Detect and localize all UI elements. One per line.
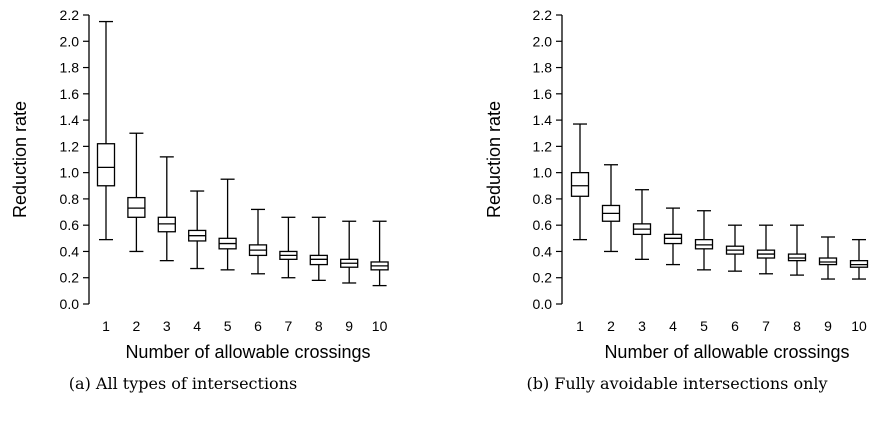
x-tick-label: 10: [372, 318, 388, 334]
subfigure-caption: (b) Fully avoidable intersections only: [526, 374, 827, 393]
box-iqr: [663, 233, 683, 245]
y-tick-label: 2.2: [533, 7, 553, 23]
y-tick-label: 1.6: [533, 86, 553, 102]
box-iqr: [157, 216, 176, 233]
y-tick-label: 2.0: [533, 33, 553, 49]
x-tick-label: 8: [793, 318, 801, 334]
y-axis-label: Reduction rate: [10, 101, 30, 218]
y-tick-label: 0.4: [60, 243, 80, 259]
x-tick-label: 1: [576, 318, 584, 334]
y-tick-label: 1.2: [60, 138, 80, 154]
y-tick-label: 1.0: [533, 165, 553, 181]
box-iqr: [570, 171, 590, 197]
x-tick-label: 8: [315, 318, 323, 334]
y-tick-label: 1.8: [533, 60, 553, 76]
x-axis-label: Number of allowable crossings: [125, 342, 370, 362]
y-tick-label: 0.0: [60, 296, 80, 312]
x-tick-label: 1: [102, 318, 110, 334]
y-tick-label: 0.2: [60, 270, 80, 286]
y-tick-label: 1.0: [60, 165, 80, 181]
y-tick-label: 0.0: [533, 296, 553, 312]
y-tick-label: 1.6: [60, 86, 80, 102]
y-tick-label: 0.2: [533, 270, 553, 286]
x-tick-label: 6: [731, 318, 739, 334]
x-tick-label: 6: [254, 318, 262, 334]
y-tick-label: 1.8: [60, 60, 80, 76]
x-tick-label: 9: [345, 318, 353, 334]
y-tick-label: 1.2: [533, 138, 553, 154]
panel-b: 0.0 0.2 0.4 0.6 0.8 1.0 1.2 1.4 1.6 1.8 2.0 2.2 Redu…: [484, 7, 869, 393]
y-tick-label: 0.8: [60, 191, 80, 207]
x-tick-label: 9: [824, 318, 832, 334]
panel-a: 0.0 0.2 0.4 0.6 0.8 1.0 1.2 1.4 1.6 1.8 2.0 2.2 Redu…: [10, 7, 389, 393]
box-iqr: [127, 196, 146, 218]
box-iqr: [849, 259, 869, 268]
y-tick-label: 1.4: [533, 112, 553, 128]
x-tick-label: 3: [638, 318, 646, 334]
x-axis-label: Number of allowable crossings: [604, 342, 849, 362]
x-tick-label: 2: [133, 318, 141, 334]
box-iqr: [787, 253, 807, 262]
x-tick-label: 7: [762, 318, 770, 334]
y-tick-label: 0.8: [533, 191, 553, 207]
y-tick-label: 2.2: [60, 7, 80, 23]
x-tick-label: 5: [700, 318, 708, 334]
box-iqr: [96, 143, 116, 187]
y-tick-label: 1.4: [60, 112, 80, 128]
y-axis-label: Reduction rate: [484, 101, 504, 218]
y-tick-label: 0.6: [60, 217, 80, 233]
x-tick-label: 7: [285, 318, 293, 334]
x-tick-label: 2: [607, 318, 615, 334]
x-tick-label: 5: [224, 318, 232, 334]
subfigure-caption: (a) All types of intersections: [69, 374, 297, 393]
y-tick-label: 0.4: [533, 243, 553, 259]
box-iqr: [818, 257, 838, 266]
x-tick-label: 4: [669, 318, 677, 334]
y-tick-label: 0.6: [533, 217, 553, 233]
x-tick-label: 4: [193, 318, 201, 334]
y-tick-label: 2.0: [60, 33, 80, 49]
box-iqr: [309, 254, 328, 266]
box-iqr: [694, 238, 714, 250]
x-tick-label: 10: [851, 318, 867, 334]
x-tick-label: 3: [163, 318, 171, 334]
